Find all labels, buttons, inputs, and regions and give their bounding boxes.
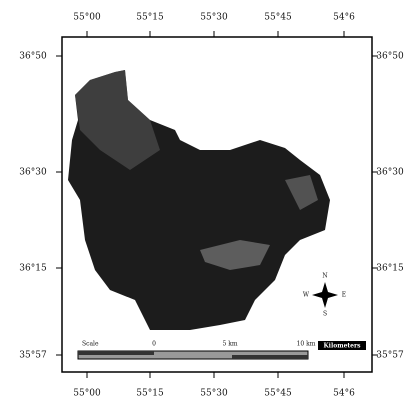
compass-label: W (303, 292, 310, 299)
compass-label: N (322, 273, 327, 280)
scale-label: 10 km (297, 341, 316, 348)
compass-label: E (342, 292, 346, 299)
left-coordinate-label: 36°15 (19, 264, 47, 274)
bottom-coordinate-label: 55°45 (264, 389, 292, 399)
compass-label: S (323, 311, 327, 318)
scale-unit: Kilometers (323, 343, 361, 350)
scale-bar-segment (78, 351, 154, 355)
bottom-coordinate-label: 55°00 (73, 389, 101, 399)
right-coordinate-label: 35°57 (376, 351, 404, 361)
top-coordinate-label: 55°30 (200, 13, 228, 23)
scale-bar-segment (232, 355, 308, 359)
top-coordinate-label: 55°15 (136, 13, 164, 23)
top-coordinate-label: 54°6 (333, 13, 355, 23)
scale-label: 5 km (222, 341, 237, 348)
bottom-coordinate-label: 55°30 (200, 389, 228, 399)
right-coordinate-label: 36°30 (376, 168, 404, 178)
scale-label: 0 (152, 341, 156, 348)
top-coordinate-label: 55°00 (73, 13, 101, 23)
right-coordinate-label: 36°15 (376, 264, 404, 274)
left-coordinate-label: 36°50 (19, 52, 47, 62)
left-coordinate-label: 36°30 (19, 168, 47, 178)
right-coordinate-label: 36°50 (376, 52, 404, 62)
scale-label: Scale (82, 341, 99, 348)
map-figure: N W E S Kilometers 55°00 55°15 55°30 55°45 5… (0, 0, 408, 409)
left-coordinate-label: 35°57 (19, 351, 47, 361)
bottom-coordinate-label: 54°6 (333, 389, 355, 399)
top-coordinate-label: 55°45 (264, 13, 292, 23)
bottom-coordinate-label: 55°15 (136, 389, 164, 399)
